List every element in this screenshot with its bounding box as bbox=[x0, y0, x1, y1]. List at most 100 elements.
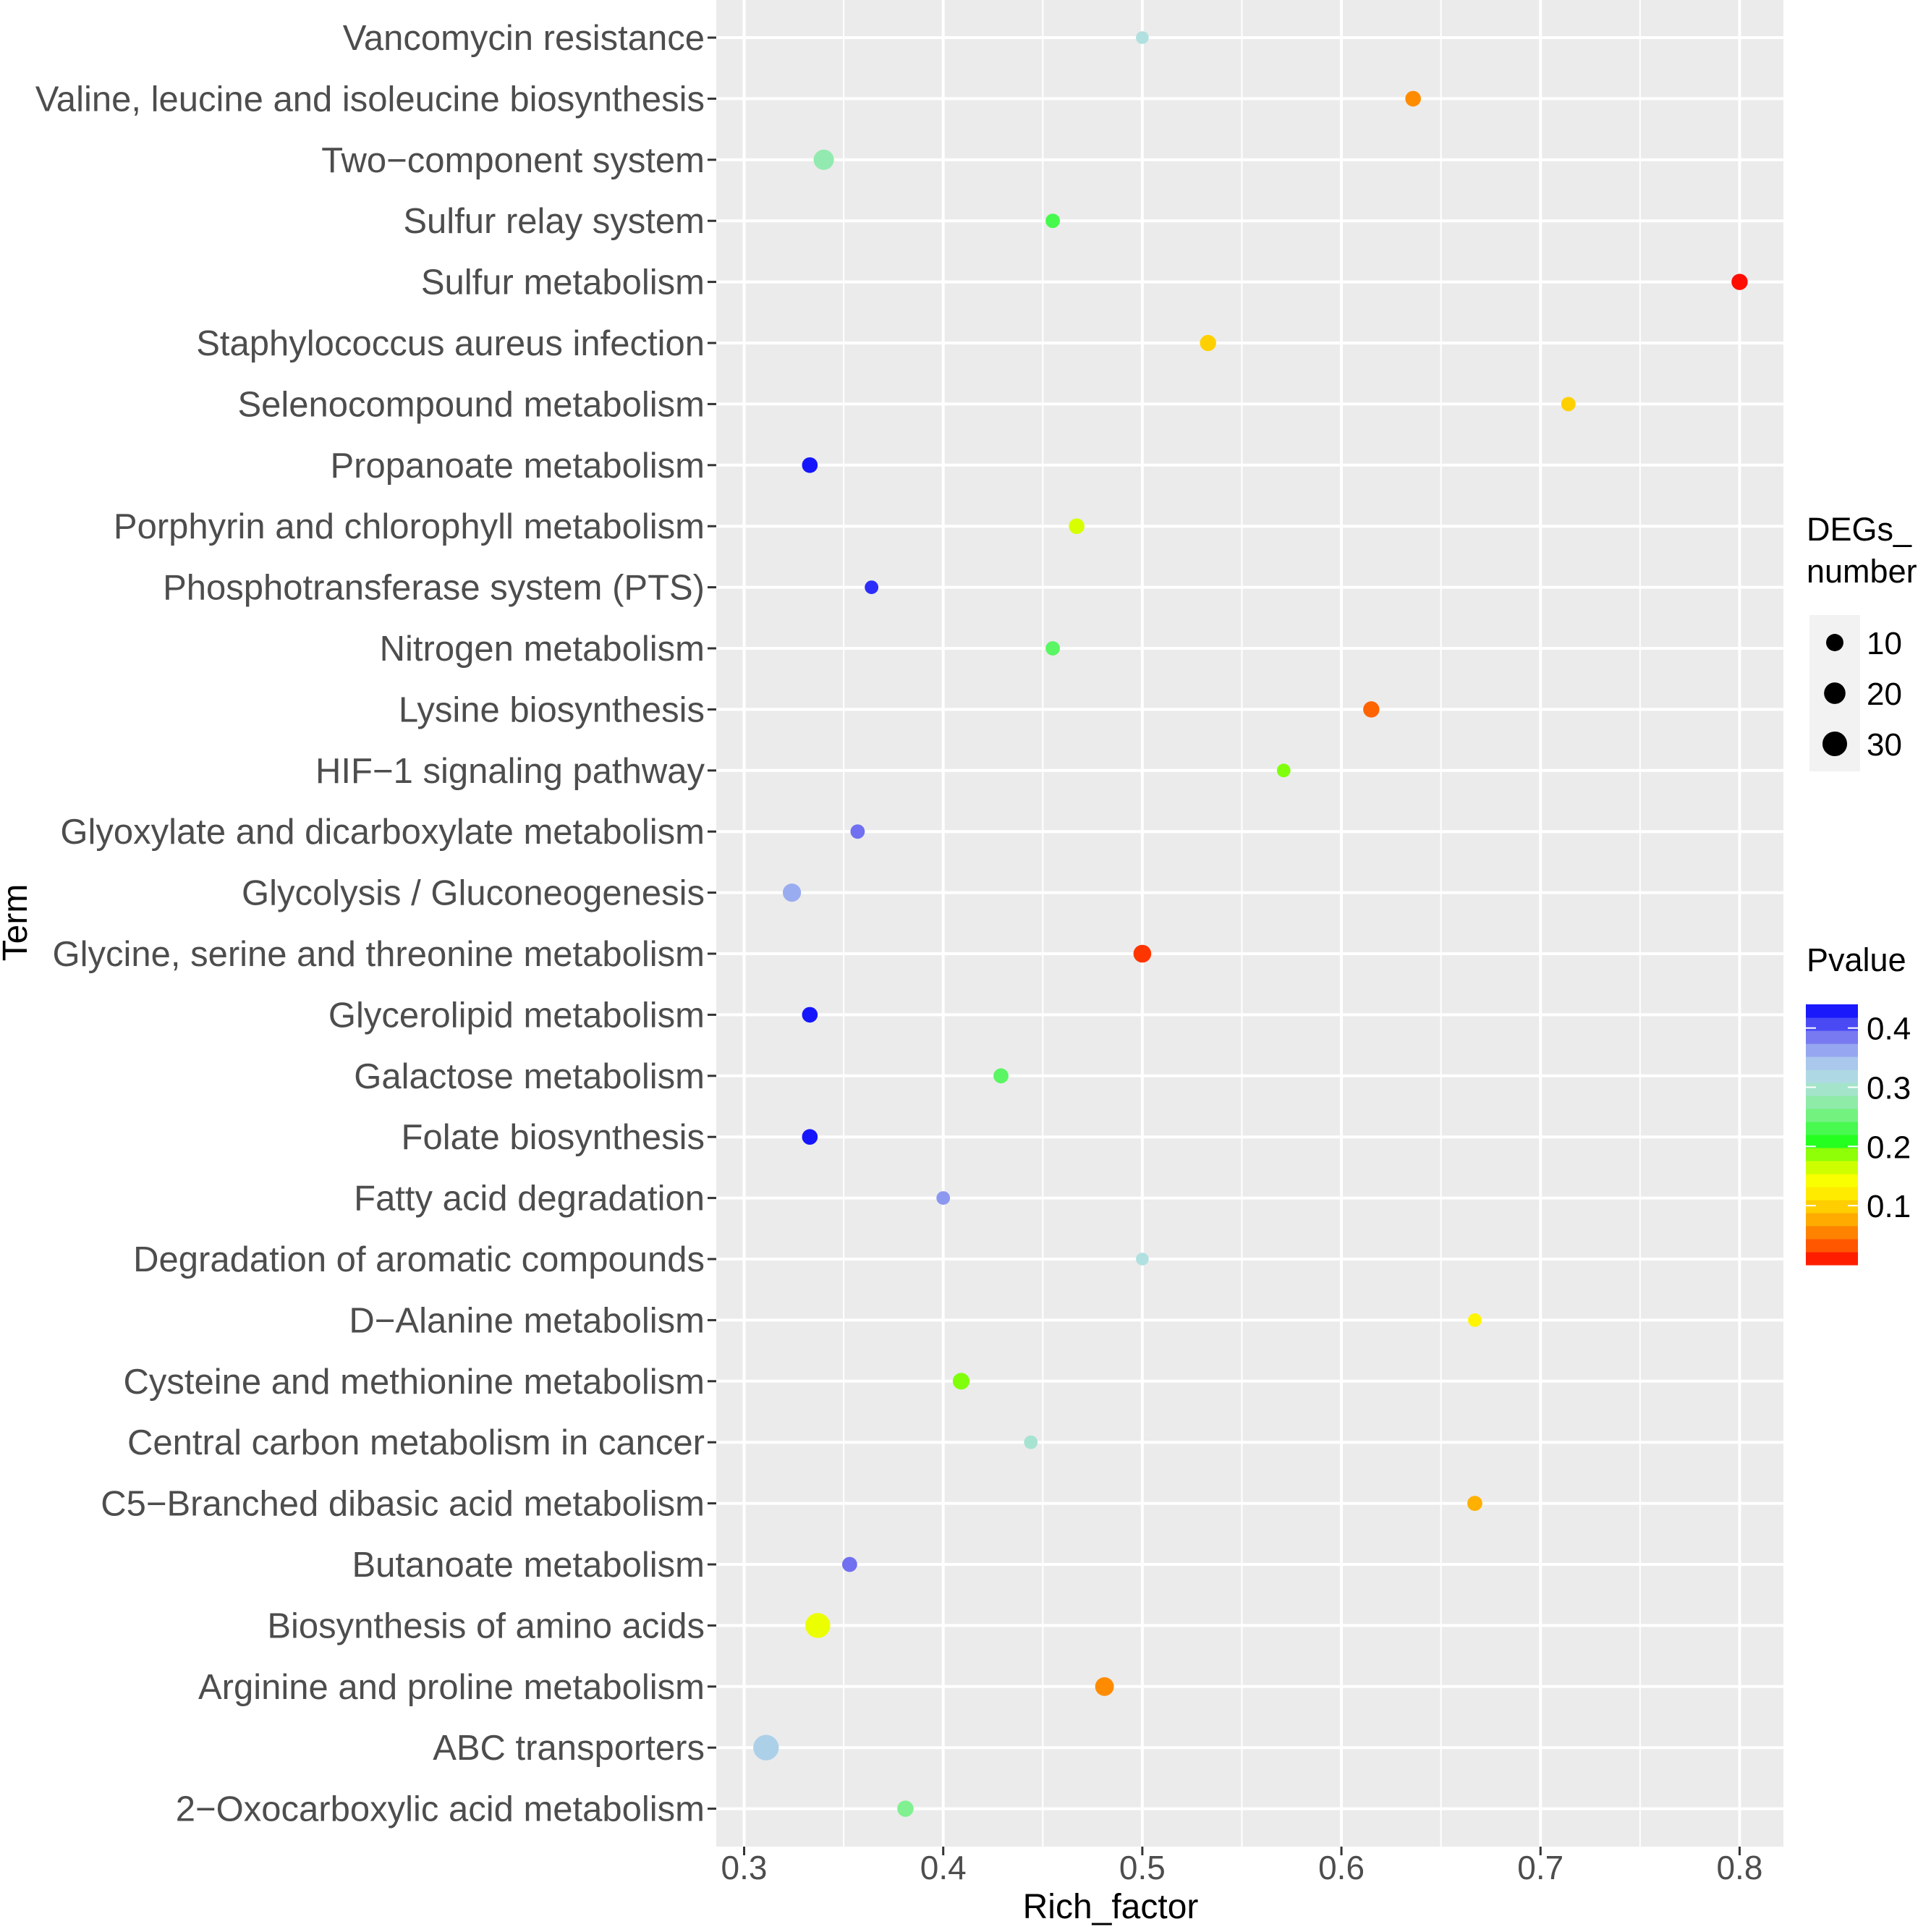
term-label: Biosynthesis of amino acids bbox=[267, 1606, 705, 1645]
data-point bbox=[782, 883, 802, 902]
term-label: HIF−1 signaling pathway bbox=[315, 752, 705, 791]
term-label: Lysine biosynthesis bbox=[399, 690, 705, 729]
term-label: Glycine, serine and threonine metabolism bbox=[52, 935, 705, 974]
x-tick-label: 0.6 bbox=[1318, 1849, 1365, 1886]
colorbar-tick-label: 0.4 bbox=[1867, 1012, 1911, 1047]
x-tick-label: 0.5 bbox=[1119, 1849, 1166, 1886]
term-label: ABC transporters bbox=[433, 1729, 705, 1768]
data-point bbox=[1467, 1496, 1482, 1511]
term-label: C5−Branched dibasic acid metabolism bbox=[101, 1485, 705, 1524]
x-axis-title: Rich_factor bbox=[1023, 1888, 1199, 1926]
x-tick-label: 0.7 bbox=[1517, 1849, 1563, 1886]
term-label: Folate biosynthesis bbox=[402, 1118, 705, 1157]
data-point bbox=[1561, 397, 1576, 412]
colorbar-segment bbox=[1806, 1213, 1858, 1226]
data-point bbox=[1468, 1313, 1482, 1327]
term-label: Porphyrin and chlorophyll metabolism bbox=[114, 507, 705, 546]
size-legend: DEGs_ number 10 20 30 bbox=[1807, 511, 1917, 771]
term-label: Sulfur metabolism bbox=[421, 263, 705, 302]
data-point bbox=[1276, 763, 1291, 778]
colorbar-segment bbox=[1806, 1017, 1858, 1031]
data-point bbox=[1731, 274, 1748, 290]
data-points bbox=[753, 31, 1748, 1817]
term-label: Central carbon metabolism in cancer bbox=[127, 1423, 705, 1462]
data-point bbox=[1405, 90, 1421, 107]
term-label: Glycolysis / Gluconeogenesis bbox=[242, 874, 705, 913]
term-label: Two−component system bbox=[321, 141, 705, 180]
x-tick-label: 0.3 bbox=[721, 1849, 768, 1886]
term-label: Selenocompound metabolism bbox=[237, 385, 705, 424]
data-point bbox=[1200, 334, 1216, 352]
data-point bbox=[865, 580, 879, 594]
x-tick-label: 0.8 bbox=[1716, 1849, 1762, 1886]
data-point bbox=[802, 1007, 818, 1023]
term-label: Glyoxylate and dicarboxylate metabolism bbox=[60, 813, 705, 852]
colorbar-ticks: 0.4 0.3 0.2 0.1 bbox=[1806, 1012, 1911, 1224]
grid-lines bbox=[716, 0, 1783, 1847]
colorbar-segment bbox=[1806, 1122, 1858, 1135]
y-axis-ticks bbox=[708, 36, 716, 1810]
term-label: D−Alanine metabolism bbox=[349, 1301, 705, 1340]
colorbar bbox=[1806, 1004, 1858, 1266]
colorbar-tick-label: 0.1 bbox=[1867, 1189, 1911, 1224]
data-point bbox=[993, 1068, 1009, 1084]
term-label: Nitrogen metabolism bbox=[380, 630, 705, 669]
data-point bbox=[802, 1129, 818, 1145]
size-legend-key bbox=[1822, 731, 1848, 757]
data-point bbox=[897, 1800, 914, 1817]
data-point bbox=[1045, 213, 1060, 229]
plot-panel bbox=[716, 0, 1783, 1847]
term-label: Galactose metabolism bbox=[354, 1057, 705, 1096]
data-point bbox=[813, 149, 834, 170]
size-legend-label: 20 bbox=[1867, 677, 1902, 712]
term-label: Glycerolipid metabolism bbox=[328, 996, 705, 1035]
term-label: Arginine and proline metabolism bbox=[198, 1668, 705, 1707]
data-point bbox=[841, 1556, 857, 1572]
data-point bbox=[805, 1613, 831, 1638]
data-point bbox=[1069, 518, 1085, 535]
colorbar-segment bbox=[1806, 1174, 1858, 1187]
data-point bbox=[936, 1191, 951, 1205]
y-axis-title: Term bbox=[0, 884, 35, 962]
term-label: 2−Oxocarboxylic acid metabolism bbox=[176, 1790, 705, 1829]
colorbar-segment bbox=[1806, 1226, 1858, 1240]
size-legend-label: 30 bbox=[1867, 727, 1902, 763]
color-legend-title: Pvalue bbox=[1807, 941, 1906, 978]
data-point bbox=[850, 824, 865, 839]
colorbar-segment bbox=[1806, 1252, 1858, 1266]
colorbar-segment bbox=[1806, 1082, 1858, 1096]
term-label: Staphylococcus aureus infection bbox=[196, 324, 705, 363]
colorbar-segment bbox=[1806, 1096, 1858, 1109]
data-point bbox=[802, 457, 818, 473]
colorbar-tick-label: 0.3 bbox=[1867, 1071, 1911, 1106]
data-point bbox=[952, 1373, 970, 1390]
colorbar-segment bbox=[1806, 1069, 1858, 1083]
colorbar-segment bbox=[1806, 1030, 1858, 1044]
data-point bbox=[1045, 641, 1060, 656]
term-label: Propanoate metabolism bbox=[330, 446, 705, 486]
colorbar-segment bbox=[1806, 1239, 1858, 1253]
data-point bbox=[753, 1734, 779, 1761]
data-point bbox=[1136, 31, 1149, 44]
colorbar-tick-label: 0.2 bbox=[1867, 1130, 1911, 1165]
size-legend-title-line1: DEGs_ bbox=[1807, 511, 1912, 548]
colorbar-segment bbox=[1806, 1056, 1858, 1070]
colorbar-segment bbox=[1806, 1200, 1858, 1213]
term-label: Valine, leucine and isoleucine biosynthe… bbox=[35, 80, 705, 119]
x-tick-label: 0.4 bbox=[920, 1849, 967, 1886]
term-label: Degradation of aromatic compounds bbox=[133, 1240, 705, 1279]
data-point bbox=[1363, 701, 1380, 718]
term-label: Butanoate metabolism bbox=[352, 1546, 705, 1585]
term-label: Vancomycin resistance bbox=[343, 19, 705, 58]
data-point bbox=[1133, 944, 1152, 963]
colorbar-segment bbox=[1806, 1161, 1858, 1174]
data-point bbox=[1136, 1253, 1149, 1266]
colorbar-segment bbox=[1806, 1004, 1858, 1018]
size-legend-label: 10 bbox=[1867, 626, 1902, 661]
x-axis-ticks: 0.3 0.4 0.5 0.6 0.7 0.8 bbox=[721, 1847, 1762, 1886]
y-axis-labels: Vancomycin resistance Valine, leucine and… bbox=[35, 19, 705, 1829]
color-legend: Pvalue 0.4 0.3 0.2 0.1 bbox=[1806, 941, 1911, 1266]
size-legend-key bbox=[1824, 682, 1846, 704]
